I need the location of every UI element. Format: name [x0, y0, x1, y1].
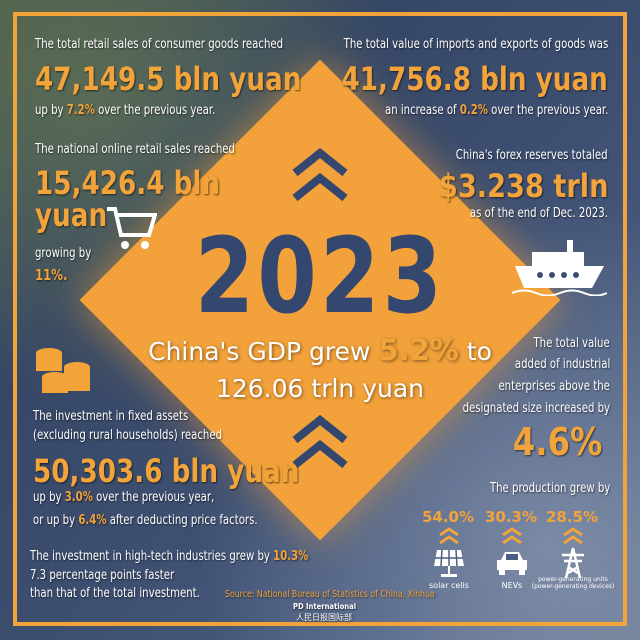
gdp-line2: 126.06 trln yuan	[215, 374, 425, 403]
orange-frame	[13, 12, 627, 626]
nev-label: NEVs	[501, 581, 523, 590]
industrial-line2: added of industrial	[514, 357, 610, 372]
credit-logo: 人民日报国际部	[296, 613, 352, 622]
retail-growth: up by 7.2% over the previous year.	[35, 103, 216, 118]
industrial-line3: enterprises above the	[498, 379, 610, 394]
investment-growth: up by 3.0% over the previous year,	[33, 490, 215, 505]
trade-label: The total value of imports and exports o…	[343, 37, 608, 52]
forex-value: $3.238 trln	[438, 167, 608, 205]
hightech-line1: The investment in high-tech industries g…	[30, 549, 309, 564]
retail-value: 47,149.5 bln yuan	[35, 60, 302, 98]
industrial-line1: The total value	[533, 336, 610, 351]
production-label: The production grew by	[489, 481, 610, 496]
investment-value: 50,303.6 bln yuan	[33, 452, 300, 490]
solar-growth: 54.0%	[421, 508, 475, 526]
retail-label: The total retail sales of consumer goods…	[35, 37, 284, 52]
power-tower-icon	[562, 547, 584, 579]
shopping-cart-icon	[107, 207, 157, 249]
hightech-line2: 7.3 percentage points faster	[30, 568, 175, 583]
industrial-value: 4.6%	[512, 420, 602, 464]
chevron-up-icon	[292, 148, 348, 202]
cargo-ship-icon	[512, 240, 607, 296]
solar-label: solar cells	[429, 581, 469, 590]
chevron-up-icon	[439, 527, 459, 545]
investment-label-1: The investment in fixed assets	[33, 409, 189, 424]
year-title: 2023	[194, 215, 446, 337]
chevron-up-icon	[502, 527, 522, 545]
credit-name: PD International	[293, 602, 357, 611]
investment-label-2: (excluding rural households) reached	[33, 428, 223, 443]
coins-icon	[36, 348, 90, 393]
chevron-up-icon	[292, 415, 348, 469]
online-growth-label: growing by	[35, 246, 92, 261]
solar-panel-icon	[434, 549, 464, 577]
forex-label: China's forex reserves totaled	[456, 148, 608, 163]
source-note: Source: National Bureau of Statistics of…	[225, 589, 435, 600]
investment-real-growth: or up by 6.4% after deducting price fact…	[33, 513, 258, 528]
car-icon	[497, 552, 527, 575]
nev-growth: 30.3%	[484, 508, 538, 526]
forex-date: as of the end of Dec. 2023.	[470, 206, 608, 221]
hightech-line3: than that of the total investment.	[30, 586, 200, 601]
industrial-line4: designated size increased by	[462, 401, 610, 416]
power-growth: 28.5%	[545, 508, 599, 526]
gdp-line1: China's GDP grew 5.2% to	[148, 333, 492, 367]
online-label: The national online retail sales reached	[35, 142, 235, 157]
online-value: 15,426.4 bln	[35, 164, 221, 202]
online-value-unit: yuan	[35, 196, 108, 234]
power-label: power-generating units (power-generating…	[531, 576, 615, 590]
trade-value: 41,756.8 bln yuan	[341, 60, 608, 98]
chevron-up-icon	[563, 527, 583, 545]
trade-growth: an increase of 0.2% over the previous ye…	[384, 103, 608, 118]
online-growth-value: 11%.	[35, 266, 68, 284]
